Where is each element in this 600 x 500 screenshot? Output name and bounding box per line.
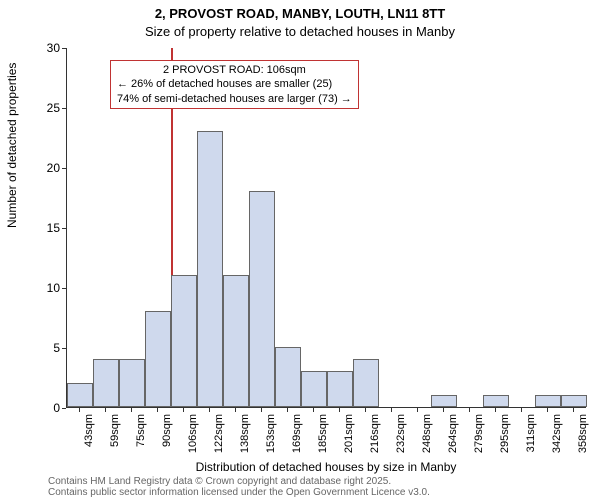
- y-tick-mark: [62, 48, 66, 49]
- histogram-bar: [483, 395, 508, 407]
- y-tick-label: 30: [30, 41, 60, 55]
- footer-line-2: Contains public sector information licen…: [48, 487, 430, 498]
- histogram-bar: [327, 371, 352, 407]
- x-tick-mark: [417, 408, 418, 412]
- histogram-bar: [535, 395, 560, 407]
- y-axis-label: Number of detached properties: [5, 63, 19, 228]
- footer-line-1: Contains HM Land Registry data © Crown c…: [48, 476, 430, 487]
- y-tick-label: 0: [30, 401, 60, 415]
- y-tick-label: 20: [30, 161, 60, 175]
- annotation-line-1: 2 PROVOST ROAD: 106sqm: [117, 63, 352, 77]
- y-tick-mark: [62, 288, 66, 289]
- x-tick-mark: [391, 408, 392, 412]
- x-tick-mark: [79, 408, 80, 412]
- x-tick-label: 248sqm: [421, 414, 433, 453]
- x-tick-label: 106sqm: [187, 414, 199, 453]
- y-tick-label: 10: [30, 281, 60, 295]
- histogram-bar: [93, 359, 118, 407]
- y-tick-mark: [62, 168, 66, 169]
- x-tick-mark: [339, 408, 340, 412]
- histogram-bar: [145, 311, 170, 407]
- footer-attribution: Contains HM Land Registry data © Crown c…: [48, 476, 430, 498]
- histogram-bar: [223, 275, 248, 407]
- x-tick-mark: [573, 408, 574, 412]
- x-tick-label: 264sqm: [447, 414, 459, 453]
- x-tick-label: 75sqm: [135, 414, 147, 447]
- x-tick-label: 153sqm: [265, 414, 277, 453]
- x-tick-mark: [365, 408, 366, 412]
- x-tick-label: 169sqm: [291, 414, 303, 453]
- y-tick-label: 15: [30, 221, 60, 235]
- x-tick-mark: [495, 408, 496, 412]
- x-tick-label: 201sqm: [343, 414, 355, 453]
- y-tick-mark: [62, 348, 66, 349]
- y-tick-mark: [62, 108, 66, 109]
- y-tick-mark: [62, 408, 66, 409]
- x-tick-mark: [287, 408, 288, 412]
- x-tick-mark: [261, 408, 262, 412]
- x-tick-label: 43sqm: [83, 414, 95, 447]
- x-tick-mark: [547, 408, 548, 412]
- annotation-box: 2 PROVOST ROAD: 106sqm ← 26% of detached…: [110, 60, 359, 109]
- y-tick-mark: [62, 228, 66, 229]
- x-tick-label: 122sqm: [213, 414, 225, 453]
- x-tick-label: 216sqm: [369, 414, 381, 453]
- x-tick-label: 90sqm: [161, 414, 173, 447]
- x-tick-label: 279sqm: [473, 414, 485, 453]
- annotation-line-3: 74% of semi-detached houses are larger (…: [117, 92, 352, 106]
- histogram-bar: [353, 359, 378, 407]
- histogram-bar: [197, 131, 222, 407]
- histogram-bar: [67, 383, 92, 407]
- chart-container: 2, PROVOST ROAD, MANBY, LOUTH, LN11 8TT …: [0, 0, 600, 500]
- x-tick-mark: [183, 408, 184, 412]
- histogram-bar: [561, 395, 586, 407]
- histogram-bar: [301, 371, 326, 407]
- x-tick-label: 311sqm: [525, 414, 537, 452]
- x-tick-label: 59sqm: [109, 414, 121, 447]
- histogram-bar: [119, 359, 144, 407]
- x-tick-mark: [105, 408, 106, 412]
- x-axis-label: Distribution of detached houses by size …: [66, 460, 586, 474]
- x-tick-mark: [157, 408, 158, 412]
- annotation-line-2: ← 26% of detached houses are smaller (25…: [117, 77, 352, 91]
- histogram-bar: [171, 275, 196, 407]
- x-tick-mark: [209, 408, 210, 412]
- histogram-bar: [249, 191, 274, 407]
- x-tick-mark: [521, 408, 522, 412]
- x-tick-mark: [469, 408, 470, 412]
- x-tick-mark: [313, 408, 314, 412]
- x-tick-label: 358sqm: [577, 414, 589, 453]
- x-tick-label: 138sqm: [239, 414, 251, 453]
- x-tick-label: 342sqm: [551, 414, 563, 453]
- chart-title-sub: Size of property relative to detached ho…: [0, 24, 600, 39]
- x-tick-label: 295sqm: [499, 414, 511, 453]
- x-tick-label: 185sqm: [317, 414, 329, 453]
- x-tick-mark: [443, 408, 444, 412]
- x-tick-mark: [131, 408, 132, 412]
- histogram-bar: [275, 347, 300, 407]
- histogram-bar: [431, 395, 456, 407]
- x-tick-mark: [235, 408, 236, 412]
- y-tick-label: 5: [30, 341, 60, 355]
- x-tick-label: 232sqm: [395, 414, 407, 453]
- chart-title-main: 2, PROVOST ROAD, MANBY, LOUTH, LN11 8TT: [0, 6, 600, 21]
- y-tick-label: 25: [30, 101, 60, 115]
